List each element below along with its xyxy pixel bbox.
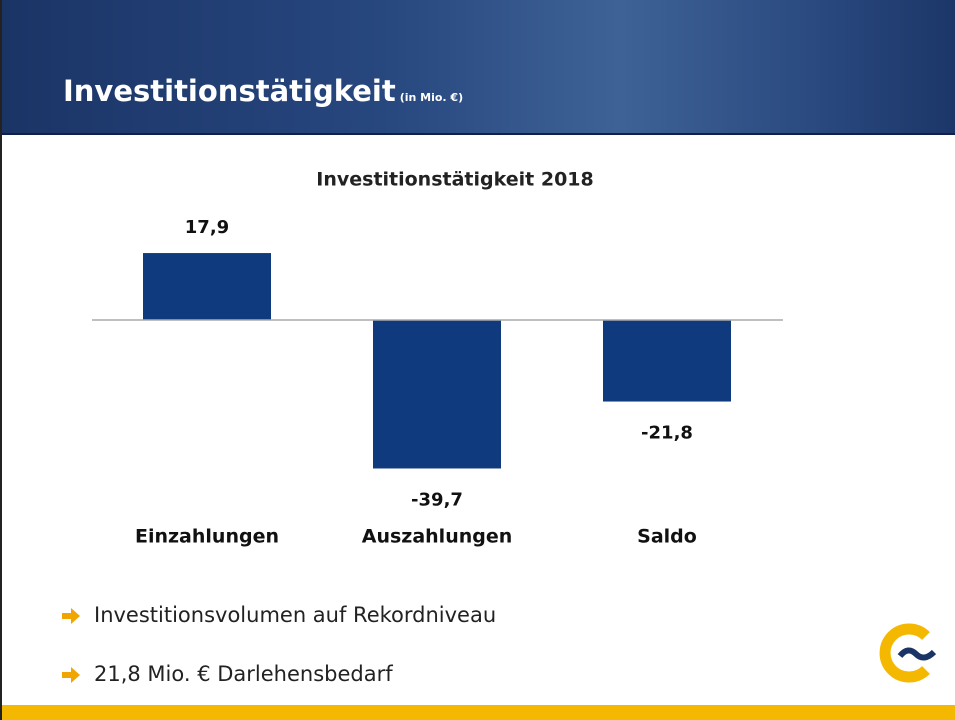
slide-title: Investitionstätigkeit (in Mio. €): [63, 74, 463, 108]
chart-title: Investitionstätigkeit 2018: [316, 169, 593, 191]
bar: [143, 253, 271, 320]
logo: [879, 623, 937, 683]
value-label: -39,7: [411, 489, 463, 510]
title-unit: (in Mio. €): [399, 91, 464, 104]
header: Investitionstätigkeit (in Mio. €): [0, 0, 955, 135]
border: [0, 0, 2, 720]
bullet-text: 21,8 Mio. € Darlehensbedarf: [94, 662, 393, 686]
arrow-icon: [62, 608, 80, 624]
bar: [603, 320, 731, 402]
bullet-text: Investitionsvolumen auf Rekordniveau: [94, 603, 497, 627]
bullet: 21,8 Mio. € Darlehensbedarf: [60, 662, 393, 686]
footer-band: [0, 705, 955, 720]
title-text: Investitionstätigkeit: [63, 74, 396, 108]
bullet: Investitionsvolumen auf Rekordniveau: [60, 603, 496, 627]
x-tick-label: Einzahlungen: [135, 526, 279, 548]
bar: [373, 320, 501, 469]
x-tick-label: Auszahlungen: [362, 526, 513, 548]
value-label: -21,8: [641, 423, 693, 444]
x-tick-label: Saldo: [637, 526, 697, 548]
value-label: 17,9: [185, 217, 229, 238]
chart: Investitionstätigkeit 2018 17,9 Einzahlun…: [92, 169, 783, 548]
arrow-icon: [62, 667, 80, 683]
